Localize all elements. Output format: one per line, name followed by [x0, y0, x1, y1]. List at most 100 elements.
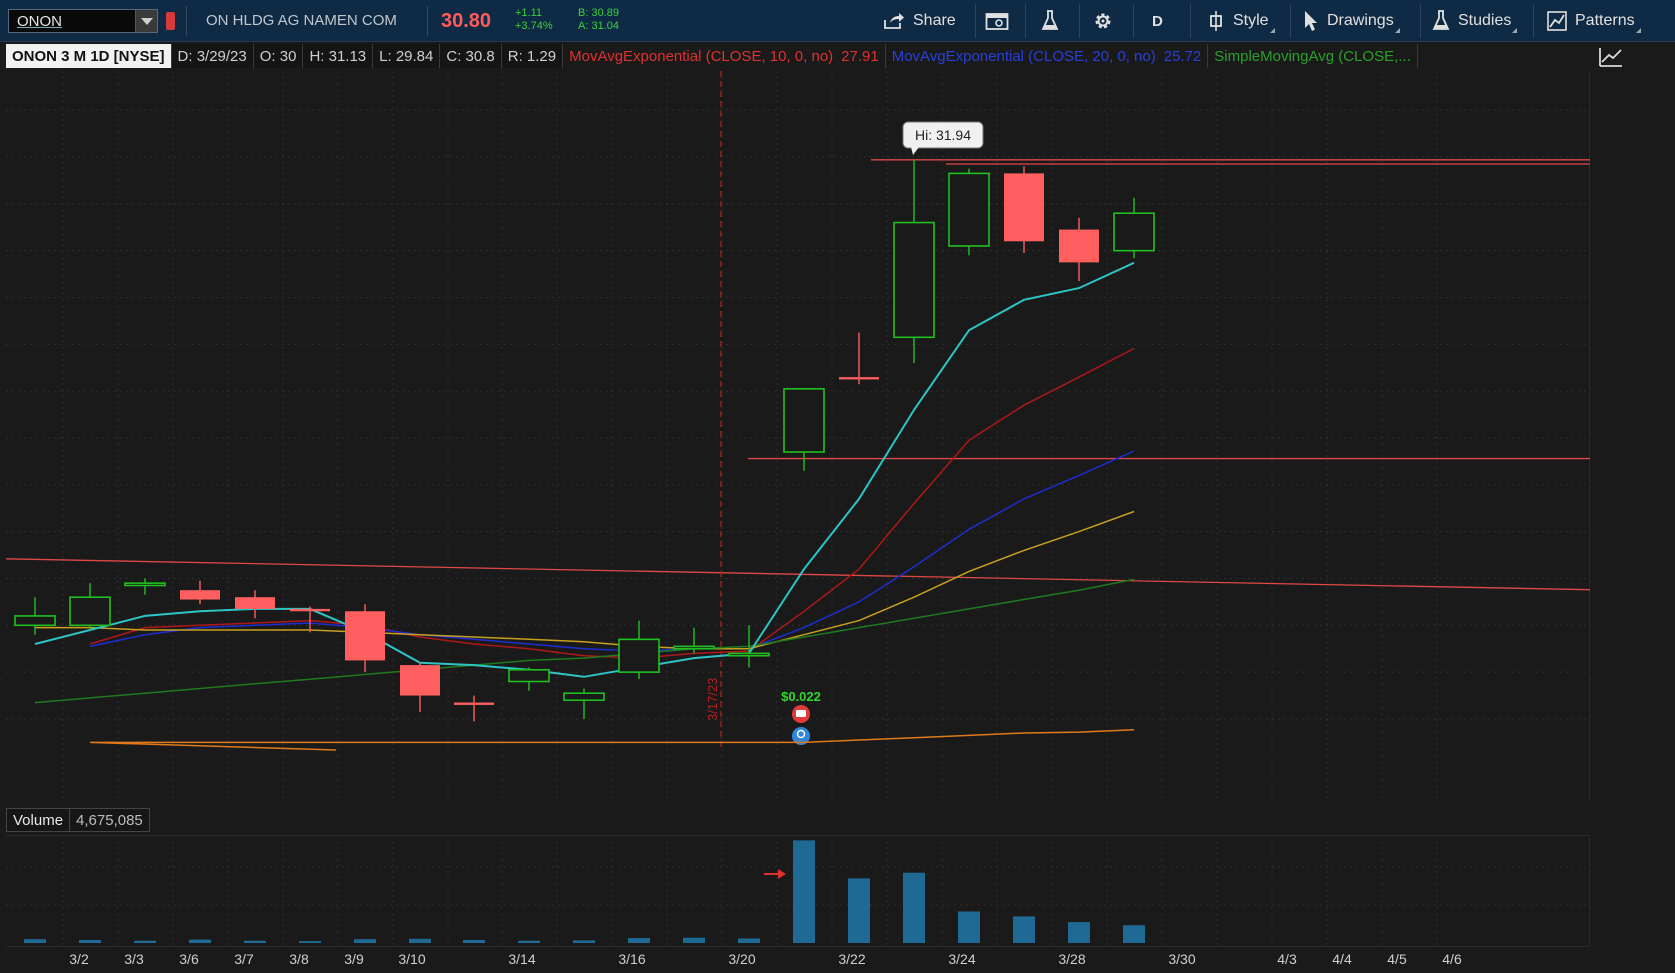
high-bubble-label: Hi: 31.94	[915, 127, 971, 143]
candle	[563, 688, 605, 719]
dividend-label: $0.022	[781, 689, 821, 704]
candle	[454, 695, 494, 722]
net-change: +1.11 +3.74%	[515, 7, 553, 33]
study-ema10-name: MovAvgExponential (CLOSE, 10, 0, no)	[569, 47, 834, 65]
date-tick-label: 3/28	[1058, 951, 1085, 967]
candle-body	[728, 652, 770, 657]
candle-body	[563, 692, 605, 702]
header-low: L: 29.84	[373, 44, 441, 68]
volume-bar	[24, 939, 46, 943]
top-toolbar: ONON ON HLDG AG NAMEN COM 30.80 +1.11 +3…	[0, 0, 1675, 42]
share-button[interactable]: Share	[883, 6, 956, 36]
bid-price: B: 30.89	[578, 7, 619, 19]
volume-bar	[1013, 916, 1035, 943]
candlestick-icon	[1210, 11, 1222, 31]
study-label-ema10[interactable]: MovAvgExponential (CLOSE, 10, 0, no) 27.…	[563, 44, 886, 68]
candle	[839, 332, 879, 385]
drawings-label: Drawings	[1327, 12, 1394, 29]
candle	[400, 662, 440, 712]
volume-value: 4,675,085	[70, 808, 150, 832]
toolbar-divider	[1133, 4, 1134, 38]
volume-bar	[299, 941, 321, 943]
style-button[interactable]: Style	[1207, 6, 1275, 36]
company-name: ON HLDG AG NAMEN COM	[206, 12, 397, 29]
study-ema20-value: 25.72	[1163, 47, 1202, 65]
study-sma-name: SimpleMovingAvg (CLOSE,...	[1214, 47, 1411, 65]
toolbar-divider	[1025, 4, 1026, 38]
chart-header: ONON 3 M 1D [NYSE] D: 3/29/23 O: 30 H: 3…	[6, 42, 1590, 70]
candle	[508, 667, 550, 691]
candle-body	[454, 702, 494, 705]
candle-body	[893, 221, 935, 339]
volume-header: Volume 4,675,085	[6, 806, 150, 834]
date-tick-label: 3/9	[344, 951, 364, 967]
patterns-icon	[1547, 11, 1567, 31]
volume-bar	[903, 872, 925, 943]
moving-average-line	[89, 450, 1135, 652]
candle	[783, 388, 825, 471]
symbol-selector[interactable]: ONON	[8, 9, 158, 33]
candle-body	[400, 665, 440, 696]
candle	[1004, 166, 1044, 254]
symbol-input[interactable]: ONON	[17, 12, 62, 30]
toolbar-divider	[975, 4, 976, 38]
chart-expand-icon[interactable]	[1598, 46, 1624, 68]
candle-body	[948, 172, 990, 247]
dropdown-corner-icon	[1512, 28, 1518, 33]
chevron-down-icon	[140, 17, 153, 25]
candle-body	[290, 608, 330, 612]
candle-body	[618, 638, 660, 673]
date-tick-label: 3/10	[398, 951, 425, 967]
candle-body	[14, 615, 56, 627]
cursor-icon	[1305, 11, 1317, 31]
high-bubble	[902, 121, 984, 149]
volume-spike-arrow-icon	[764, 869, 786, 879]
candle-body	[839, 377, 879, 380]
earnings-phone-icon-glyph	[796, 710, 806, 717]
alert-flag-icon[interactable]	[166, 12, 175, 30]
moving-average-line	[34, 578, 1135, 704]
bid-ask: B: 30.89 A: 31.04	[578, 7, 619, 33]
volume-label[interactable]: Volume	[6, 808, 71, 832]
chart-title[interactable]: ONON 3 M 1D [NYSE]	[6, 44, 172, 68]
drawings-button[interactable]: Drawings	[1303, 6, 1400, 36]
date-tick-label: 4/3	[1277, 951, 1297, 967]
toolbar-divider	[1290, 4, 1291, 38]
moving-average-line	[35, 510, 1135, 650]
thinkscript-lab-button[interactable]	[1041, 6, 1059, 36]
volume-chart[interactable]: 20100<millions>	[6, 835, 1590, 945]
studies-button[interactable]: Studies	[1432, 6, 1518, 36]
candle	[1059, 217, 1099, 282]
header-close: C: 30.8	[440, 44, 502, 68]
volume-bar	[1123, 925, 1145, 943]
study-label-sma[interactable]: SimpleMovingAvg (CLOSE,...	[1208, 44, 1418, 68]
candle	[69, 583, 111, 630]
volume-bar	[848, 878, 870, 943]
candle-body	[1059, 229, 1099, 263]
candle	[124, 578, 166, 595]
patterns-button[interactable]: Patterns	[1547, 6, 1641, 36]
candle	[14, 597, 56, 635]
flask-icon	[1041, 10, 1059, 30]
earnings-calendar-button[interactable]	[985, 6, 1009, 36]
volume-bar	[573, 940, 595, 943]
candle-body	[508, 668, 550, 683]
volume-bar	[79, 939, 101, 943]
settings-button[interactable]	[1092, 6, 1114, 36]
candle	[1113, 197, 1155, 259]
study-label-ema20[interactable]: MovAvgExponential (CLOSE, 20, 0, no) 25.…	[886, 44, 1209, 68]
study-ema20-name: MovAvgExponential (CLOSE, 20, 0, no)	[891, 47, 1156, 65]
support-resistance-lines	[6, 159, 1590, 591]
symbol-dropdown-button[interactable]	[135, 10, 157, 32]
candle	[893, 159, 935, 364]
candle	[180, 580, 220, 605]
aggregation-button[interactable]: D	[1152, 6, 1163, 36]
volume-bar	[134, 940, 156, 943]
moving-average-lines	[34, 261, 1135, 751]
moving-average-line	[89, 347, 1135, 659]
header-date: D: 3/29/23	[171, 44, 254, 68]
date-tick-label: 3/16	[618, 951, 645, 967]
date-tick-label: 3/20	[728, 951, 755, 967]
toolbar-divider	[1420, 4, 1421, 38]
